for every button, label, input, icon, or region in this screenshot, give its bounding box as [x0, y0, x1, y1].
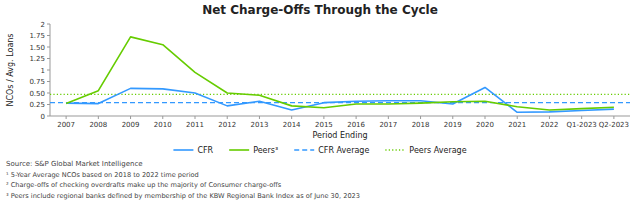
- average-line: [50, 94, 630, 95]
- background: [0, 0, 640, 214]
- legend: CFR Peers³ CFR Average Peers Average: [173, 146, 466, 155]
- x-tick-label: 2017: [379, 121, 397, 129]
- x-tick-label: 2019: [444, 121, 462, 129]
- x-tick: [130, 116, 131, 119]
- x-axis-label: Period Ending: [312, 131, 367, 140]
- series-line: [66, 37, 614, 110]
- x-tick: [581, 116, 582, 119]
- footnote: ³ Peers include regional banks defined b…: [6, 192, 360, 200]
- notes: Source: S&P Global Market Intelligence ¹ …: [6, 160, 360, 200]
- x-tick-label: 2013: [251, 121, 269, 129]
- x-tick: [98, 116, 99, 119]
- x-tick-label: 2011: [186, 121, 204, 129]
- chart: Net Charge-Offs Through the Cycle 0 0.25 0.…: [0, 0, 640, 214]
- legend-swatch: [385, 149, 405, 151]
- y-tick-label: 1: [41, 67, 45, 75]
- x-tick-label: 2021: [508, 121, 526, 129]
- x-tick-label: 2009: [122, 121, 140, 129]
- y-axis: 0 0.25 0.50 0.75 1 1.25 1.50 1.75 2: [29, 21, 50, 121]
- x-tick: [291, 116, 292, 119]
- title: Net Charge-Offs Through the Cycle: [202, 3, 438, 17]
- x-tick: [485, 116, 486, 119]
- y-tick-label: 1.25: [29, 55, 45, 63]
- x-tick: [259, 116, 260, 119]
- y-tick-label: 0.50: [29, 90, 45, 98]
- x-tick: [420, 116, 421, 119]
- x-tick-label: 2020: [476, 121, 494, 129]
- plot-area: [50, 37, 630, 112]
- source: Source: S&P Global Market Intelligence: [6, 160, 143, 168]
- x-tick: [195, 116, 196, 119]
- x-tick-label: 2007: [57, 121, 75, 129]
- x-tick: [613, 116, 614, 119]
- y-tick-label: 1.50: [29, 44, 45, 52]
- legend-item: CFR: [173, 146, 213, 155]
- legend-label: CFR Average: [318, 146, 369, 155]
- footnote: ² Charge-offs of checking overdrafts mak…: [6, 181, 282, 189]
- legend-item: Peers³: [229, 146, 278, 155]
- x-tick: [227, 116, 228, 119]
- x-tick-label: 2022: [541, 121, 559, 129]
- y-tick-label: 0: [41, 113, 45, 121]
- x-tick: [356, 116, 357, 119]
- footnote: ¹ 5-Year Average NCOs based on 2018 to 2…: [6, 171, 199, 179]
- y-tick-label: 1.75: [29, 32, 45, 40]
- x-tick: [452, 116, 453, 119]
- legend-swatch: [294, 149, 314, 151]
- legend-item: Peers Average: [385, 146, 466, 155]
- legend-label: Peers Average: [409, 146, 466, 155]
- legend-label: Peers³: [253, 146, 278, 155]
- x-tick-label: 2010: [154, 121, 172, 129]
- x-tick-label: 2016: [347, 121, 365, 129]
- y-tick-label: 0.25: [29, 101, 45, 109]
- x-tick-label: 2008: [89, 121, 107, 129]
- legend-label: CFR: [197, 146, 213, 155]
- x-tick-label: 2015: [315, 121, 333, 129]
- y-axis-label: NCOs / Avg. Loans: [6, 33, 15, 106]
- legend-swatch: [173, 149, 193, 151]
- x-tick: [66, 116, 67, 119]
- y-tick-label: 2: [41, 21, 45, 29]
- x-tick: [162, 116, 163, 119]
- x-tick: [388, 116, 389, 119]
- x-axis: 2007 2008 2009 2010 2011 2012 2013 2014 2015 2016…: [50, 116, 630, 129]
- x-axis-line: [50, 116, 630, 117]
- legend-swatch: [229, 149, 249, 151]
- y-tick-label: 0.75: [29, 78, 45, 86]
- x-tick: [517, 116, 518, 119]
- x-tick-label: Q2-2023: [599, 121, 629, 129]
- x-tick-label: Q1-2023: [567, 121, 597, 129]
- x-tick-label: 2012: [218, 121, 236, 129]
- x-tick-label: 2014: [283, 121, 301, 129]
- legend-item: CFR Average: [294, 146, 369, 155]
- x-tick: [549, 116, 550, 119]
- x-tick-label: 2018: [412, 121, 430, 129]
- x-tick: [323, 116, 324, 119]
